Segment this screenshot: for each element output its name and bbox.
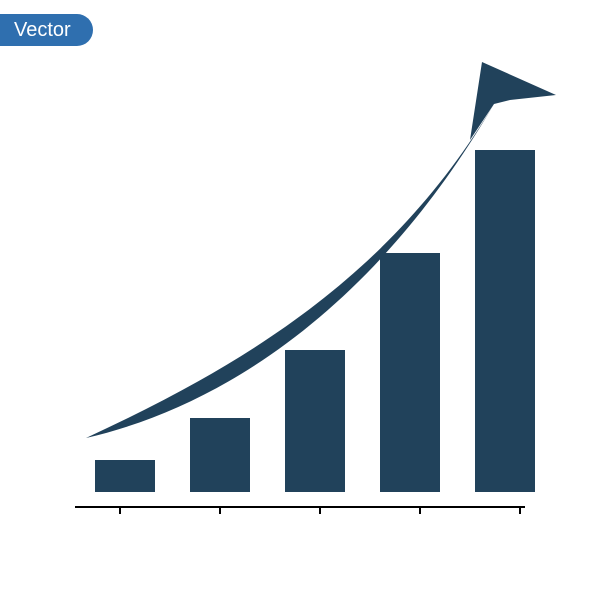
x-tick-4	[419, 506, 421, 514]
arrow-head	[470, 62, 556, 140]
bar-4	[380, 253, 440, 492]
bar-1	[95, 460, 155, 492]
bar-5	[475, 150, 535, 492]
x-axis	[75, 506, 525, 508]
x-tick-1	[119, 506, 121, 514]
x-tick-3	[319, 506, 321, 514]
x-tick-2	[219, 506, 221, 514]
x-tick-5	[519, 506, 521, 514]
bar-3	[285, 350, 345, 492]
growth-chart: Vector	[0, 0, 600, 600]
bar-2	[190, 418, 250, 492]
